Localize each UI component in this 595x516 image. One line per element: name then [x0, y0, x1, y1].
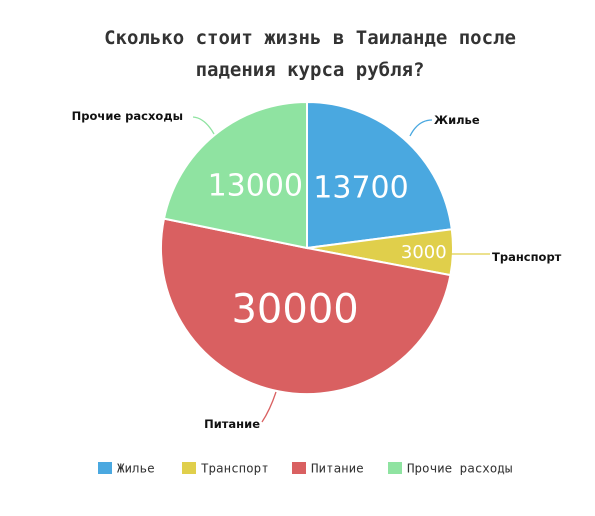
- pie-slice-other: [162, 100, 308, 250]
- legend-item-other: Прочие расходы: [388, 461, 512, 476]
- pie-slices: [159, 100, 455, 396]
- leader-line-other: [192, 116, 215, 135]
- leader-lines: [192, 116, 490, 423]
- legend-swatch-transport: [182, 462, 196, 474]
- callout-label-other: Прочие расходы: [72, 109, 183, 123]
- slice-value-labels: 13700 3000 30000 13000: [208, 168, 447, 332]
- pie-slice-housing: [306, 100, 453, 250]
- slice-value-label-housing: 13700: [313, 170, 408, 205]
- legend-swatch-food: [292, 462, 306, 474]
- slice-value-label-other: 13000: [208, 168, 303, 203]
- callout-label-transport: Транспорт: [492, 250, 562, 264]
- legend-swatch-other: [388, 462, 402, 474]
- legend-item-housing: Жилье: [98, 461, 155, 476]
- legend-item-transport: Транспорт: [182, 461, 269, 476]
- legend-label-food: Питание: [311, 461, 364, 476]
- legend-label-housing: Жилье: [117, 461, 155, 476]
- legend-label-other: Прочие расходы: [407, 461, 512, 476]
- legend-label-transport: Транспорт: [201, 461, 269, 476]
- legend-swatch-housing: [98, 462, 112, 474]
- leader-line-food: [261, 391, 277, 423]
- chart-title-line-1: Сколько стоит жизнь в Таиланде после: [104, 27, 516, 49]
- callout-labels: Жилье Транспорт Питание Прочие расходы: [72, 109, 562, 431]
- pie-slice-food: [159, 217, 452, 396]
- legend-item-food: Питание: [292, 461, 364, 476]
- slice-value-label-transport: 3000: [401, 242, 447, 263]
- legend: Жилье Транспорт Питание Прочие расходы: [98, 461, 512, 476]
- callout-label-food: Питание: [204, 417, 260, 431]
- callout-label-housing: Жилье: [434, 113, 480, 127]
- leader-line-housing: [409, 119, 433, 137]
- slice-value-label-food: 30000: [231, 287, 358, 333]
- chart-title-line-2: падения курса рубля?: [196, 59, 425, 81]
